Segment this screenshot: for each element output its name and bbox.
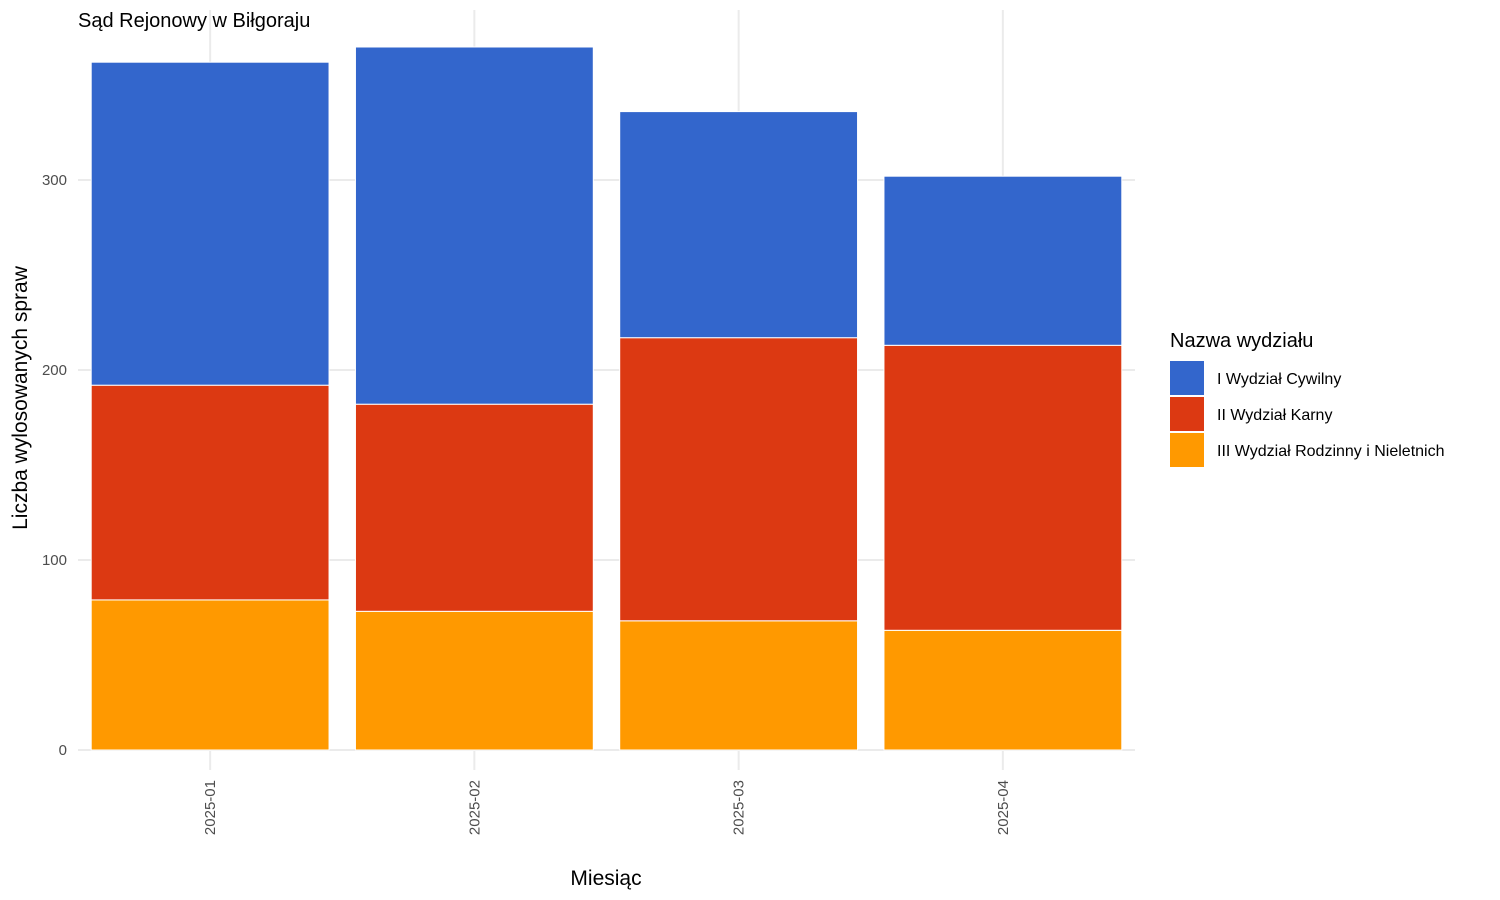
legend-label: III Wydział Rodzinny i Nieletnich: [1217, 443, 1445, 460]
x-tick-label: 2025-03: [731, 780, 748, 835]
bar-segment: [354, 46, 594, 405]
legend-label: II Wydział Karny: [1217, 407, 1332, 424]
legend: Nazwa wydziału I Wydział Cywilny II Wydzi…: [1170, 330, 1445, 467]
bar-segment: [90, 61, 330, 386]
bar-segment: [354, 403, 594, 612]
y-tick-label: 200: [42, 362, 67, 379]
legend-title: Nazwa wydziału: [1170, 330, 1313, 352]
bar-segment: [619, 111, 859, 339]
x-tick-label: 2025-02: [466, 780, 483, 835]
x-axis-ticks: 2025-01 2025-02 2025-03 2025-04: [202, 780, 1012, 835]
y-tick-label: 100: [42, 552, 67, 569]
x-tick-label: 2025-04: [995, 780, 1012, 835]
bars-layer: [90, 46, 1123, 751]
bar-segment: [90, 599, 330, 751]
legend-key: [1170, 433, 1204, 467]
legend-key: [1170, 397, 1204, 431]
chart-title: Sąd Rejonowy w Biłgoraju: [78, 10, 310, 32]
x-axis-title: Miesiąc: [570, 867, 641, 890]
bar-segment: [619, 337, 859, 622]
bar-segment: [883, 175, 1123, 346]
legend-label: I Wydział Cywilny: [1217, 371, 1341, 388]
legend-key: [1170, 361, 1204, 395]
bar-segment: [883, 344, 1123, 631]
x-tick-label: 2025-01: [202, 780, 219, 835]
y-axis-title: Liczba wylosowanych spraw: [9, 265, 32, 530]
bar-segment: [354, 610, 594, 751]
y-tick-label: 0: [59, 742, 67, 759]
y-axis-ticks: 0 100 200 300: [42, 172, 67, 759]
bar-segment: [619, 620, 859, 751]
y-tick-label: 300: [42, 172, 67, 189]
bar-segment: [883, 629, 1123, 751]
bar-segment: [90, 384, 330, 601]
